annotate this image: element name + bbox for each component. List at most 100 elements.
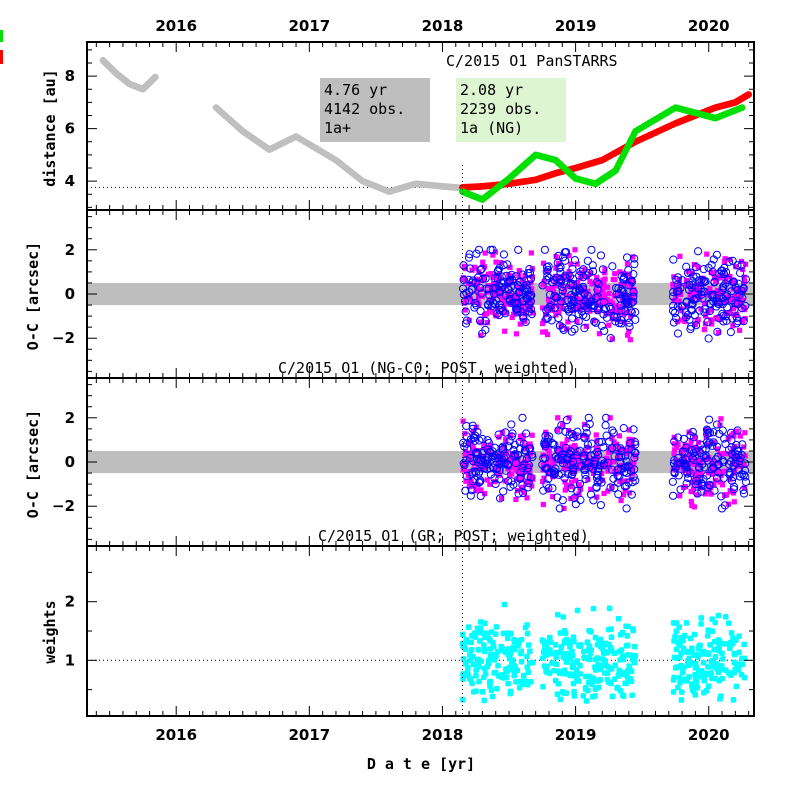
residual-point [614, 290, 623, 299]
residual-point [502, 478, 508, 484]
residual-point [484, 438, 494, 448]
residual-point [623, 447, 629, 454]
residual-point [596, 251, 606, 260]
weight-point [717, 696, 723, 702]
residual-point [709, 321, 715, 327]
residual-point [673, 329, 683, 338]
weight-point [473, 672, 479, 679]
residual-point [495, 474, 504, 484]
residual-point [485, 291, 494, 300]
residual-point [482, 442, 488, 448]
residual-point [736, 268, 745, 278]
residual-point [581, 470, 590, 479]
residual-point [734, 450, 743, 460]
residual-point [632, 291, 638, 298]
residual-point [695, 474, 704, 484]
residual-point [480, 277, 487, 283]
series-2 [459, 104, 746, 203]
weight-point [687, 635, 694, 642]
weight-point [569, 664, 576, 671]
residual-point [597, 321, 607, 330]
distance-point [745, 91, 753, 98]
weight-point [584, 687, 591, 694]
residual-point [593, 306, 602, 315]
residual-point [593, 432, 599, 438]
weight-point [689, 687, 696, 693]
residual-point [683, 268, 693, 278]
weight-point [670, 689, 677, 695]
residual-point [461, 307, 470, 316]
weight-point [622, 680, 628, 687]
residual-point [602, 431, 611, 440]
residual-point [478, 449, 487, 458]
residual-point [713, 315, 720, 321]
weight-point [518, 636, 525, 643]
residual-point [539, 305, 546, 311]
annotation-ng-line2: 2239 obs. [460, 100, 541, 118]
residual-point [477, 264, 486, 273]
residual-point [540, 282, 546, 288]
top-year-label: 2019 [555, 17, 597, 35]
residual-point [713, 327, 722, 336]
residual-point [515, 437, 524, 447]
residual-point [472, 448, 481, 457]
weight-point [494, 685, 500, 692]
residual-point [712, 293, 721, 303]
weight-point [571, 688, 577, 695]
weight-point [609, 693, 616, 700]
weight-point [481, 665, 488, 672]
residual-point [609, 446, 615, 452]
residual-point [616, 301, 625, 310]
residual-point [686, 268, 695, 277]
residual-point [489, 309, 495, 315]
residual-point [623, 294, 630, 301]
weight-point [553, 654, 559, 660]
weight-point [574, 658, 580, 664]
residual-point [540, 462, 546, 468]
residual-point [734, 287, 740, 293]
residual-point [730, 323, 736, 329]
residual-point [460, 460, 469, 470]
residual-point [684, 473, 693, 483]
weight-point [540, 683, 546, 690]
residual-point [682, 467, 691, 476]
weight-point [563, 671, 570, 677]
residual-point [559, 281, 565, 287]
residual-point [618, 497, 624, 504]
residual-point [465, 264, 475, 273]
residual-point [679, 448, 685, 454]
residual-point [575, 479, 584, 489]
weight-point [588, 676, 595, 683]
residual-point [595, 447, 601, 453]
residual-point [588, 261, 597, 270]
residual-point [521, 489, 527, 496]
weight-point [505, 651, 512, 658]
residual-point [606, 449, 612, 455]
weight-point [686, 674, 692, 680]
weight-point [475, 656, 482, 663]
residual-point [576, 296, 582, 302]
residual-point [697, 446, 703, 452]
residual-point [692, 321, 698, 328]
residual-point [584, 413, 593, 422]
weight-point [584, 639, 591, 646]
weight-point [679, 665, 686, 672]
residual-point [540, 438, 549, 447]
residual-point [553, 493, 562, 502]
residual-point [490, 274, 496, 281]
weight-point [509, 660, 516, 667]
weight-point [499, 672, 506, 678]
residual-point [561, 303, 570, 312]
residual-point [687, 451, 693, 458]
weight-point [725, 620, 732, 627]
residual-point [475, 283, 485, 292]
weight-point [469, 632, 475, 639]
weight-point [550, 667, 557, 674]
weight-point [462, 646, 469, 653]
residual-point [739, 489, 749, 498]
residual-point [567, 304, 576, 313]
y-tick-label: −2 [52, 329, 75, 347]
weight-point [554, 691, 561, 698]
panel2-ylabel: O-C [arcsec] [24, 242, 42, 350]
residual-point [527, 473, 533, 479]
